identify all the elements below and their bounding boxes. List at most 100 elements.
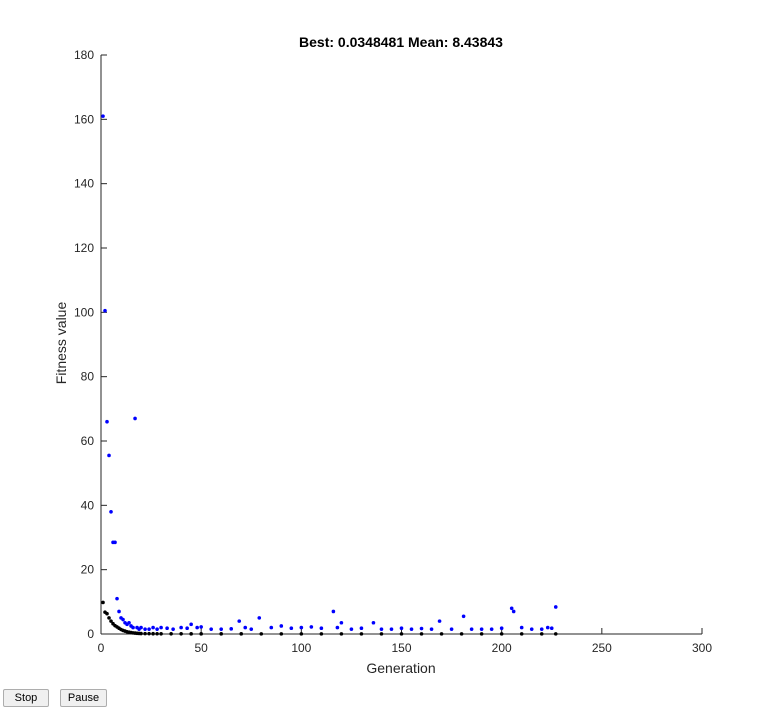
best-fitness-point xyxy=(259,632,264,636)
mean-fitness-point xyxy=(519,625,524,630)
mean-fitness-point xyxy=(195,625,199,630)
mean-fitness-point xyxy=(349,627,354,631)
mean-fitness-point xyxy=(489,627,494,631)
y-tick-label: 80 xyxy=(81,370,95,384)
best-fitness-point xyxy=(189,632,193,636)
mean-fitness-point xyxy=(269,625,274,630)
mean-fitness-point xyxy=(131,625,135,630)
mean-fitness-point xyxy=(429,627,434,631)
y-axis-label: Fitness value xyxy=(53,302,69,385)
best-fitness-point xyxy=(479,632,484,636)
mean-fitness-point xyxy=(117,609,121,614)
mean-fitness-point xyxy=(553,605,558,609)
mean-fitness-point xyxy=(479,627,484,631)
best-fitness-point xyxy=(199,632,203,636)
mean-fitness-point xyxy=(545,625,550,630)
plot-axes xyxy=(100,55,702,635)
x-tick-label: 200 xyxy=(492,641,512,655)
mean-fitness-point xyxy=(289,626,294,631)
y-tick-label: 120 xyxy=(74,241,94,255)
best-fitness-point xyxy=(519,632,524,636)
x-tick-label: 250 xyxy=(592,641,612,655)
best-fitness-point xyxy=(107,616,111,620)
mean-fitness-point xyxy=(299,625,304,630)
x-tick-label: 300 xyxy=(692,641,712,655)
pause-button[interactable]: Pause xyxy=(60,689,107,707)
mean-fitness-point xyxy=(469,627,474,631)
chart-title: Best: 0.0348481 Mean: 8.43843 xyxy=(299,34,503,50)
best-fitness-point xyxy=(179,632,183,636)
y-tick-label: 180 xyxy=(74,48,94,62)
best-fitness-point xyxy=(439,632,444,636)
mean-fitness-point xyxy=(105,419,109,424)
best-fitness-point xyxy=(319,632,324,636)
mean-fitness-point xyxy=(185,626,189,631)
best-fitness-point xyxy=(147,631,151,636)
mean-fitness-point xyxy=(107,453,111,458)
mean-fitness-point xyxy=(155,627,159,631)
y-tick-label: 0 xyxy=(87,627,94,641)
mean-fitness-point xyxy=(399,626,404,631)
mean-fitness-point xyxy=(339,620,344,625)
mean-fitness-point xyxy=(171,627,175,631)
mean-fitness-point xyxy=(529,627,534,631)
mean-fitness-point xyxy=(359,626,364,631)
fitness-plot: Best: 0.0348481 Mean: 8.43843 0 50 100 150 2… xyxy=(53,34,712,676)
mean-fitness-point xyxy=(159,625,163,630)
best-fitness-point xyxy=(419,632,424,636)
best-fitness-point xyxy=(399,632,404,636)
y-tick-label: 160 xyxy=(74,112,94,126)
y-tick-label: 60 xyxy=(81,434,95,448)
mean-fitness-point xyxy=(127,620,131,625)
mean-fitness-point xyxy=(319,626,324,631)
x-tick-label: 100 xyxy=(291,641,311,655)
mean-fitness-point xyxy=(499,626,504,631)
mean-fitness-point xyxy=(147,627,151,631)
best-fitness-point xyxy=(239,632,244,636)
stop-button[interactable]: Stop xyxy=(3,689,49,707)
mean-fitness-point xyxy=(219,627,223,631)
mean-fitness-point xyxy=(371,620,376,625)
mean-fitness-point xyxy=(461,614,466,619)
best-fitness-point xyxy=(159,631,163,636)
mean-fitness-point xyxy=(179,625,183,630)
mean-fitness-point xyxy=(143,627,147,631)
y-axis-ticks: 0 20 40 60 80 100 120 140 160 180 xyxy=(74,48,107,641)
mean-fitness-point xyxy=(165,626,169,631)
x-tick-label: 50 xyxy=(194,641,208,655)
best-fitness-point xyxy=(379,632,384,636)
mean-fitness-point xyxy=(419,626,424,631)
best-fitness-point xyxy=(139,631,143,636)
mean-fitness-point xyxy=(209,627,213,631)
mean-fitness-point xyxy=(437,619,442,623)
mean-fitness-point xyxy=(229,627,234,631)
best-fitness-point xyxy=(499,632,504,636)
best-fitness-point xyxy=(299,632,304,636)
mean-fitness-point xyxy=(109,509,113,514)
mean-fitness-point xyxy=(249,627,254,631)
best-fitness-point xyxy=(169,632,173,636)
mean-fitness-point xyxy=(379,627,384,631)
mean-fitness-point xyxy=(151,625,155,630)
mean-fitness-point xyxy=(237,619,242,623)
mean-fitness-point xyxy=(309,625,314,629)
mean-fitness-point xyxy=(189,622,193,627)
best-fitness-point xyxy=(459,632,464,636)
x-tick-label: 150 xyxy=(391,641,411,655)
mean-fitness-point xyxy=(121,617,125,622)
best-fitness-point xyxy=(143,631,147,636)
best-fitness-point xyxy=(151,631,155,636)
mean-fitness-point xyxy=(103,308,107,313)
data-points xyxy=(101,114,558,636)
best-fitness-point xyxy=(101,600,105,605)
mean-fitness-point xyxy=(257,616,262,620)
x-axis-ticks: 0 50 100 150 200 250 300 xyxy=(98,628,712,655)
mean-fitness-point xyxy=(539,627,544,631)
best-fitness-point xyxy=(339,632,344,636)
y-tick-label: 40 xyxy=(81,498,95,512)
y-tick-label: 140 xyxy=(74,177,94,191)
mean-fitness-point xyxy=(199,625,203,629)
best-fitness-point xyxy=(155,631,159,636)
mean-fitness-point xyxy=(101,114,105,118)
y-tick-label: 20 xyxy=(81,563,95,577)
